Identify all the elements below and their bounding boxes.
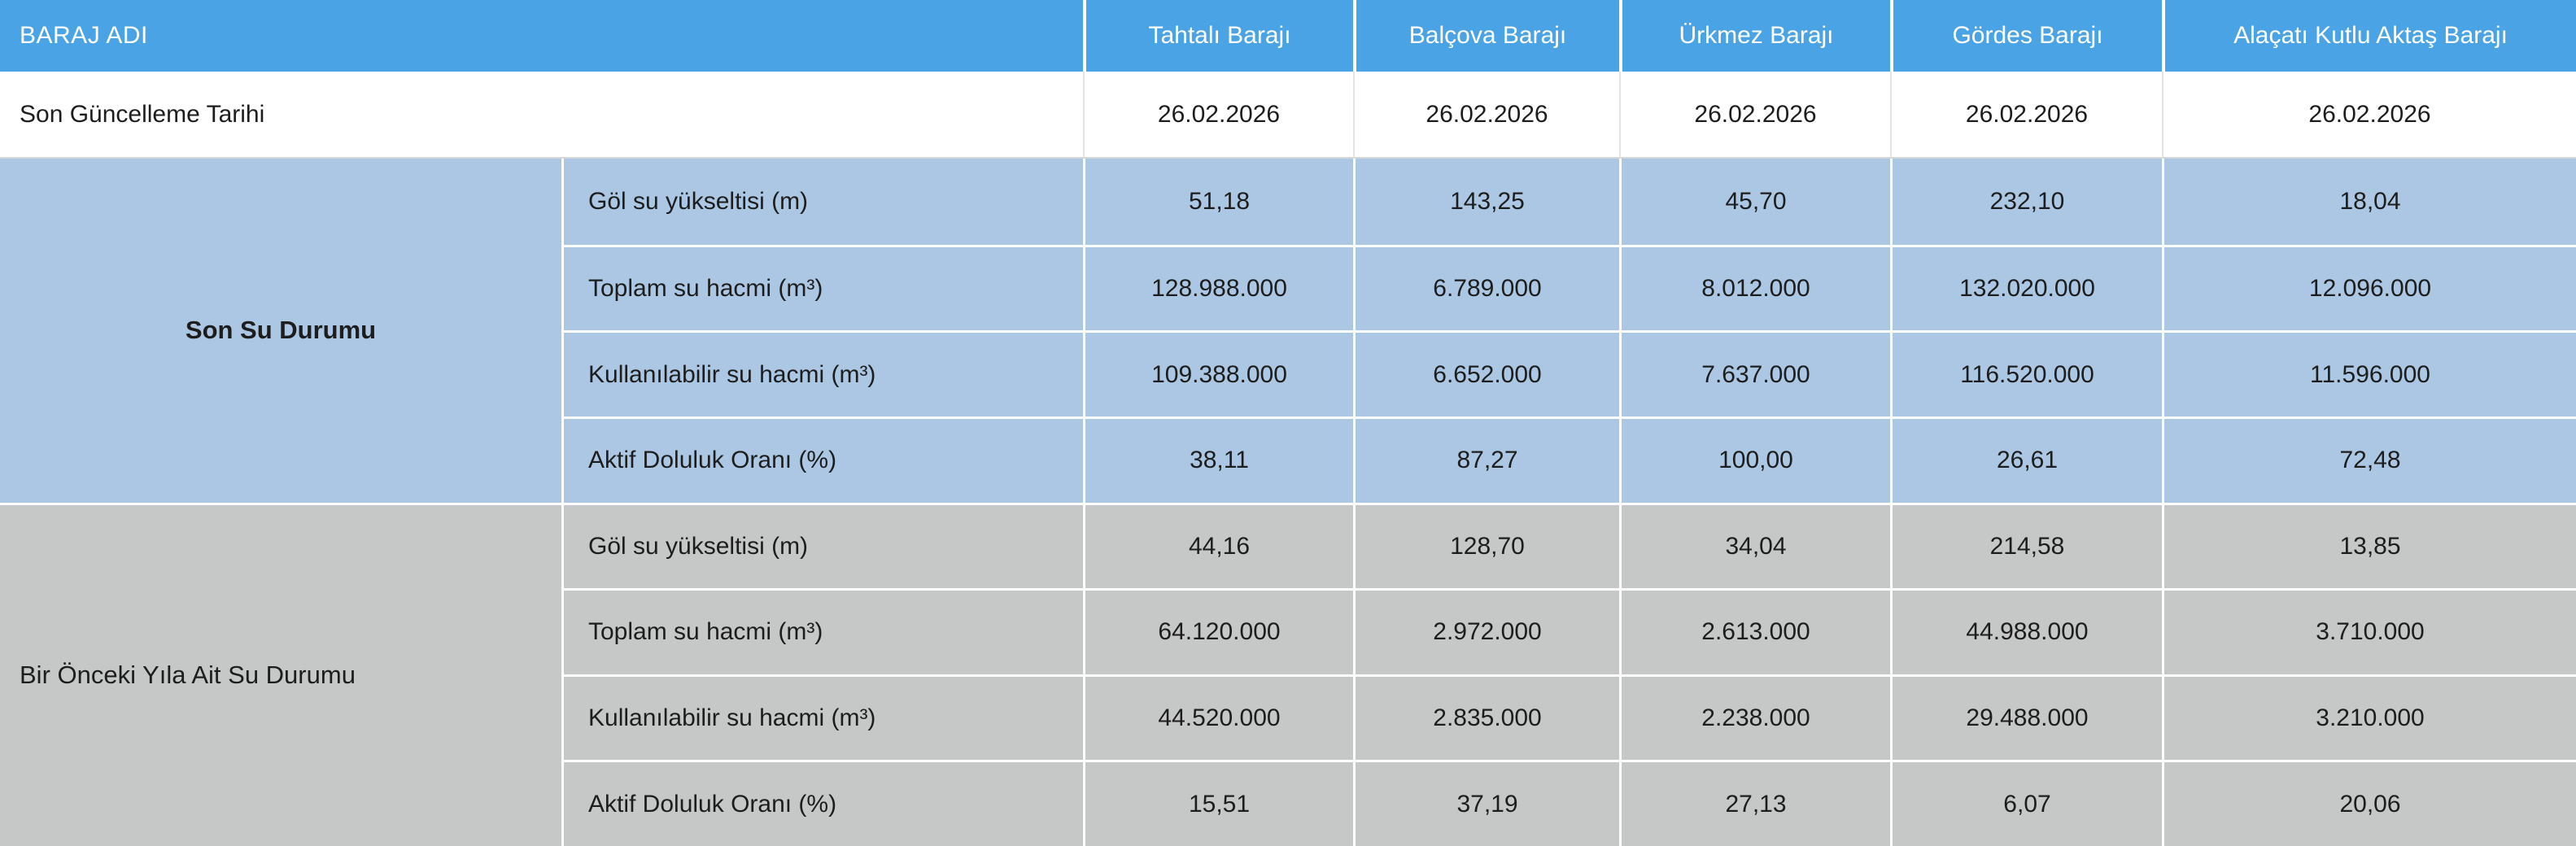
- metric-value-cell: 128,70: [1353, 502, 1619, 589]
- metric-value-cell: 2.613.000: [1619, 588, 1890, 674]
- metric-value-cell: 37,19: [1353, 760, 1619, 846]
- metric-value-cell: 100,00: [1619, 416, 1890, 503]
- metric-value-cell: 2.835.000: [1353, 674, 1619, 761]
- metric-value-cell: 87,27: [1353, 416, 1619, 503]
- column-header-urkmez: Ürkmez Barajı: [1619, 0, 1890, 72]
- metric-value-cell: 64.120.000: [1083, 588, 1353, 674]
- update-date-cell: 26.02.2026: [1083, 72, 1353, 159]
- metric-value-cell: 38,11: [1083, 416, 1353, 503]
- metric-value-cell: 29.488.000: [1890, 674, 2162, 761]
- metric-value-cell: 51,18: [1083, 159, 1353, 245]
- metric-value-cell: 44.988.000: [1890, 588, 2162, 674]
- section-title-current-status: Son Su Durumu: [0, 159, 561, 503]
- update-date-cell: 26.02.2026: [2162, 72, 2576, 159]
- metric-value-cell: 116.520.000: [1890, 330, 2162, 416]
- column-header-gordes: Gördes Barajı: [1890, 0, 2162, 72]
- metric-value-cell: 44,16: [1083, 502, 1353, 589]
- update-date-cell: 26.02.2026: [1619, 72, 1890, 159]
- metric-value-cell: 26,61: [1890, 416, 2162, 503]
- metric-value-cell: 232,10: [1890, 159, 2162, 245]
- metric-value-cell: 143,25: [1353, 159, 1619, 245]
- metric-value-cell: 109.388.000: [1083, 330, 1353, 416]
- column-header-alacati: Alaçatı Kutlu Aktaş Barajı: [2162, 0, 2576, 72]
- metric-value-cell: 34,04: [1619, 502, 1890, 589]
- baraj-adi-header: BARAJ ADI: [0, 0, 1083, 72]
- update-date-row-label: Son Güncelleme Tarihi: [0, 72, 1083, 159]
- metric-value-cell: 214,58: [1890, 502, 2162, 589]
- metric-value-cell: 15,51: [1083, 760, 1353, 846]
- metric-value-cell: 7.637.000: [1619, 330, 1890, 416]
- metric-value-cell: 132.020.000: [1890, 244, 2162, 331]
- section-title-previous-year: Bir Önceki Yıla Ait Su Durumu: [0, 502, 561, 846]
- metric-label: Göl su yükseltisi (m): [561, 502, 1083, 589]
- metric-label: Göl su yükseltisi (m): [561, 159, 1083, 245]
- metric-value-cell: 11.596.000: [2162, 330, 2576, 416]
- metric-value-cell: 3.210.000: [2162, 674, 2576, 761]
- column-header-balcova: Balçova Barajı: [1353, 0, 1619, 72]
- metric-value-cell: 18,04: [2162, 159, 2576, 245]
- update-date-cell: 26.02.2026: [1890, 72, 2162, 159]
- metric-label: Aktif Doluluk Oranı (%): [561, 416, 1083, 503]
- metric-value-cell: 27,13: [1619, 760, 1890, 846]
- metric-label: Aktif Doluluk Oranı (%): [561, 760, 1083, 846]
- metric-value-cell: 13,85: [2162, 502, 2576, 589]
- metric-value-cell: 12.096.000: [2162, 244, 2576, 331]
- metric-value-cell: 2.238.000: [1619, 674, 1890, 761]
- metric-value-cell: 8.012.000: [1619, 244, 1890, 331]
- column-header-tahtali: Tahtalı Barajı: [1083, 0, 1353, 72]
- metric-value-cell: 6.652.000: [1353, 330, 1619, 416]
- metric-value-cell: 3.710.000: [2162, 588, 2576, 674]
- metric-label: Toplam su hacmi (m³): [561, 588, 1083, 674]
- metric-value-cell: 128.988.000: [1083, 244, 1353, 331]
- metric-value-cell: 6,07: [1890, 760, 2162, 846]
- metric-value-cell: 45,70: [1619, 159, 1890, 245]
- metric-value-cell: 20,06: [2162, 760, 2576, 846]
- metric-label: Kullanılabilir su hacmi (m³): [561, 674, 1083, 761]
- metric-label: Toplam su hacmi (m³): [561, 244, 1083, 331]
- metric-value-cell: 44.520.000: [1083, 674, 1353, 761]
- metric-label: Kullanılabilir su hacmi (m³): [561, 330, 1083, 416]
- metric-value-cell: 2.972.000: [1353, 588, 1619, 674]
- update-date-cell: 26.02.2026: [1353, 72, 1619, 159]
- metric-value-cell: 72,48: [2162, 416, 2576, 503]
- metric-value-cell: 6.789.000: [1353, 244, 1619, 331]
